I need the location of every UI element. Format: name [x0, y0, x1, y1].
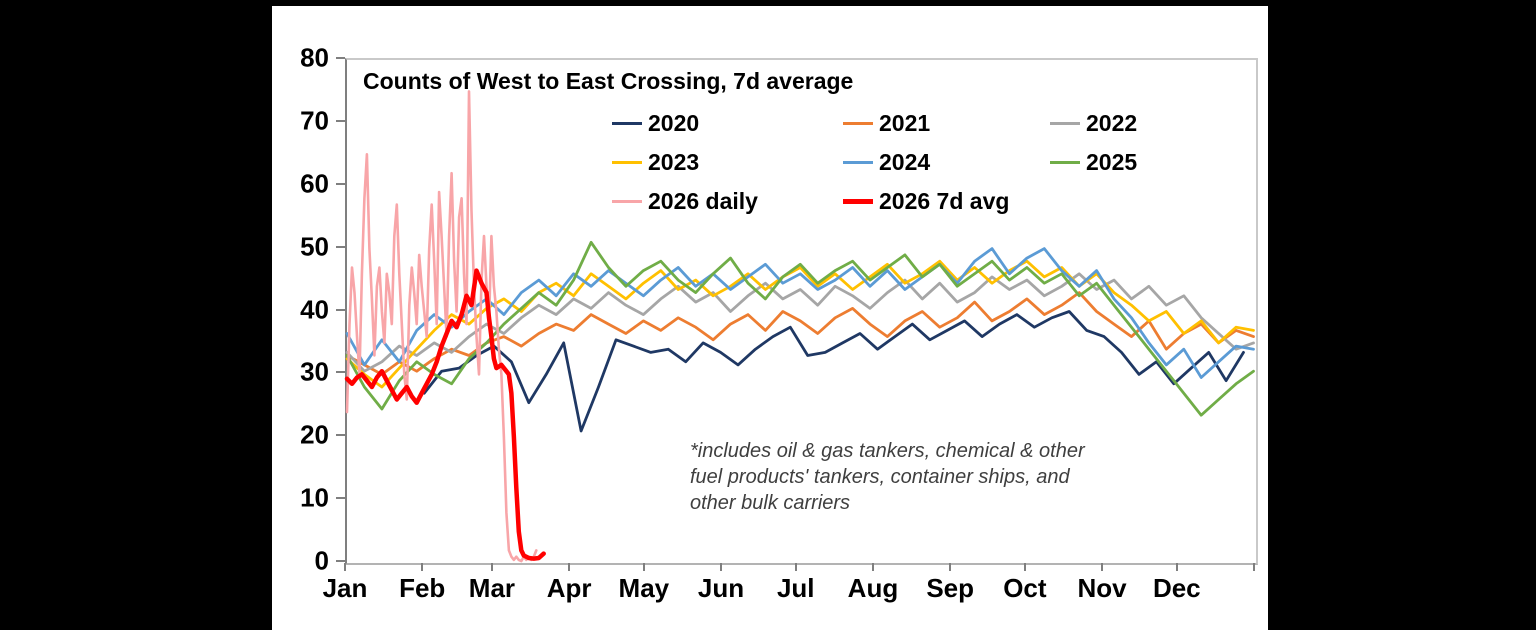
legend-marker-2025 [1050, 160, 1080, 165]
legend-marker-2020 [612, 121, 642, 126]
y-tick-70 [336, 119, 345, 122]
legend-label-2024: 2024 [879, 149, 931, 175]
footnote-line-3: other bulk carriers [690, 492, 851, 514]
x-tick-10 [1101, 563, 1104, 571]
series-line-2026-7d-avg [344, 268, 546, 561]
legend-marker-2021 [843, 121, 873, 126]
series-line-2021 [345, 291, 1255, 376]
y-tick-0 [336, 560, 345, 562]
x-tick-9 [1023, 563, 1026, 571]
legend-label-2022: 2022 [1086, 110, 1138, 136]
x-tick-0 [344, 563, 346, 571]
y-tick-40 [336, 308, 345, 311]
y-tick-60 [336, 182, 345, 185]
y-axis-label-70: 70 [300, 105, 329, 136]
legend-item-2024: 2024 [843, 149, 930, 176]
x-axis-label-apr: Apr [546, 573, 592, 603]
x-tick-7 [871, 563, 874, 571]
x-axis-label-mar: Mar [468, 573, 516, 603]
legend-label-2026-7d-avg: 2026 7d avg [879, 188, 1010, 214]
legend-label-2021: 2021 [879, 110, 931, 136]
legend-label-2026-daily: 2026 daily [648, 188, 758, 214]
y-tick-10 [336, 497, 345, 500]
series-line-2020 [422, 310, 1245, 433]
legend-item-2025: 2025 [1050, 149, 1137, 176]
series-line-2023 [345, 259, 1255, 389]
x-axis-label-jul: Jul [776, 573, 815, 603]
x-axis-label-may: May [618, 573, 670, 603]
y-axis-label-30: 30 [300, 356, 329, 387]
y-axis-label-60: 60 [300, 168, 329, 199]
x-tick-8 [949, 563, 952, 571]
x-axis-label-nov: Nov [1077, 573, 1127, 603]
y-axis-label-80: 80 [300, 42, 329, 73]
x-tick-3 [568, 563, 571, 571]
x-axis-label-aug: Aug [847, 573, 899, 603]
legend-marker-2023 [612, 160, 642, 165]
x-axis-label-sep: Sep [926, 573, 974, 603]
x-tick-1 [421, 563, 424, 571]
x-axis-label-feb: Feb [399, 573, 446, 603]
legend-marker-2026-7d-avg [843, 199, 873, 204]
legend-item-2026-daily: 2026 daily [612, 188, 758, 215]
legend-item-2020: 2020 [612, 110, 699, 137]
legend-label-2025: 2025 [1086, 149, 1138, 175]
legend-marker-2026-daily [612, 199, 642, 204]
y-axis-label-0: 0 [314, 545, 329, 576]
plot-area [344, 58, 1258, 565]
y-tick-20 [336, 434, 345, 437]
y-axis-label-20: 20 [300, 419, 329, 450]
legend-item-2026-7d-avg: 2026 7d avg [843, 188, 1009, 215]
x-axis-label-oct: Oct [1003, 573, 1047, 603]
legend-label-2023: 2023 [648, 149, 700, 175]
series-line-2026-daily [345, 90, 538, 563]
x-tick-4 [642, 563, 645, 571]
legend-marker-2024 [843, 160, 873, 165]
legend-item-2023: 2023 [612, 149, 699, 176]
x-axis-label-dec: Dec [1152, 573, 1201, 603]
x-axis-label-jan: Jan [322, 573, 368, 603]
y-tick-30 [336, 371, 345, 374]
footnote-line-2: fuel products' tankers, container ships,… [690, 466, 1070, 488]
y-axis-label-10: 10 [300, 482, 329, 513]
y-tick-80 [336, 57, 345, 59]
legend-marker-2022 [1050, 121, 1080, 126]
series-line-2024 [345, 247, 1255, 379]
footnote-line-1: *includes oil & gas tankers, chemical & … [690, 440, 1085, 462]
x-tick-11 [1175, 563, 1178, 571]
footnote-annotation: *includes oil & gas tankers, chemical & … [690, 438, 1130, 516]
legend-label-2020: 2020 [648, 110, 700, 136]
x-tick-12 [1253, 563, 1255, 571]
legend-item-2021: 2021 [843, 110, 930, 137]
x-tick-2 [490, 563, 493, 571]
y-tick-50 [336, 245, 345, 248]
chart-title: Counts of West to East Crossing, 7d aver… [363, 68, 854, 94]
legend-item-2022: 2022 [1050, 110, 1137, 137]
x-tick-6 [794, 563, 797, 571]
top-black-strip [0, 0, 1536, 6]
chart-panel: Counts of West to East Crossing, 7d aver… [272, 0, 1268, 630]
x-tick-5 [720, 563, 723, 571]
series-plot-svg [344, 90, 1255, 563]
y-axis-label-50: 50 [300, 231, 329, 262]
y-axis-label-40: 40 [300, 294, 329, 324]
x-axis-label-jun: Jun [697, 573, 745, 603]
